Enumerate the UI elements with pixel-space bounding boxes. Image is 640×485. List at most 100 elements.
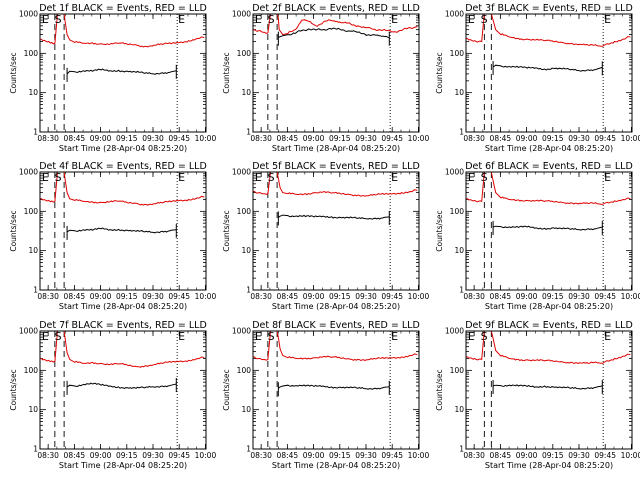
x-tick-label: 09:15: [542, 134, 564, 143]
x-tick-label: 08:30: [250, 451, 272, 460]
y-tick-label: 1: [33, 128, 38, 137]
y-tick-label: 1: [33, 445, 38, 454]
series-group: [253, 331, 418, 397]
panel-title: Det 1f BLACK = Events, RED = LLD: [39, 3, 207, 14]
x-tick-label: 09:30: [568, 134, 590, 143]
event-marker-label: E: [42, 330, 49, 343]
series-group: [466, 14, 631, 76]
lld-series-line: [253, 14, 418, 36]
x-tick-label: 10:00: [408, 134, 430, 143]
panel-title: Det 7f BLACK = Events, RED = LLD: [39, 320, 207, 331]
y-tick-label: 1000: [445, 168, 464, 177]
panel-frame: [252, 13, 420, 133]
panel-frame: [39, 171, 207, 291]
y-tick-label: 10: [28, 405, 38, 414]
y-tick-label: 1: [459, 128, 464, 137]
lld-series-line: [40, 331, 205, 368]
x-tick-label: 09:30: [568, 292, 590, 301]
y-tick-label: 10: [28, 88, 38, 97]
events-series-line: [278, 214, 390, 220]
x-tick-label: 08:30: [463, 451, 485, 460]
x-tick-label: 09:00: [90, 292, 112, 301]
y-tick-label: 1: [459, 286, 464, 295]
panel-frame: [465, 13, 633, 133]
x-tick-label: 09:45: [381, 451, 403, 460]
event-marker-label: S: [55, 330, 62, 343]
event-marker-label: E: [178, 171, 185, 184]
y-tick-label: 10: [241, 246, 251, 255]
lld-series-line: [40, 172, 205, 206]
event-marker-label: E: [178, 13, 185, 26]
x-tick-label: 09:30: [568, 451, 590, 460]
x-tick-label: 08:30: [37, 451, 59, 460]
lld-series-line: [253, 172, 418, 197]
series-group: [253, 14, 418, 46]
x-tick-label: 09:30: [142, 134, 164, 143]
series-group: [40, 331, 205, 395]
y-tick-label: 100: [24, 366, 39, 375]
event-marker-label: S: [268, 171, 275, 184]
event-marker-label: E: [42, 171, 49, 184]
panel-frame: [39, 330, 207, 450]
event-marker-label: E: [255, 330, 262, 343]
event-marker-label: E: [468, 13, 475, 26]
x-tick-label: 09:45: [168, 134, 190, 143]
x-tick-label: 08:45: [64, 134, 86, 143]
x-axis-label: Start Time (28-Apr-04 08:25:20): [59, 302, 187, 311]
event-marker-label: S: [55, 171, 62, 184]
x-tick-label: 09:00: [516, 134, 538, 143]
y-axis-label: Counts/sec: [9, 369, 18, 410]
x-tick-label: 09:45: [594, 451, 616, 460]
x-tick-label: 08:45: [277, 451, 299, 460]
x-tick-label: 09:00: [303, 134, 325, 143]
series-group: [466, 172, 631, 235]
y-tick-label: 1000: [445, 327, 464, 336]
x-tick-label: 08:30: [250, 134, 272, 143]
event-marker-label: E: [255, 13, 262, 26]
x-tick-label: 09:45: [168, 292, 190, 301]
x-tick-label: 09:00: [90, 134, 112, 143]
x-tick-label: 09:15: [329, 292, 351, 301]
x-tick-label: 08:45: [64, 451, 86, 460]
panel-frame: [39, 13, 207, 133]
y-tick-label: 100: [450, 366, 465, 375]
events-series-line: [66, 227, 177, 234]
y-axis-label: Counts/sec: [9, 52, 18, 93]
event-marker-label: E: [468, 330, 475, 343]
events-series-line: [492, 384, 603, 390]
x-tick-label: 09:15: [329, 134, 351, 143]
y-tick-label: 100: [450, 207, 465, 216]
y-tick-label: 1000: [445, 10, 464, 19]
events-series-line: [66, 68, 177, 75]
event-marker-label: E: [604, 330, 611, 343]
x-axis-label: Start Time (28-Apr-04 08:25:20): [59, 461, 187, 470]
y-tick-label: 1000: [19, 327, 38, 336]
panel-title: Det 2f BLACK = Events, RED = LLD: [252, 3, 420, 14]
events-series-line: [277, 27, 390, 39]
x-tick-label: 09:30: [355, 451, 377, 460]
x-tick-label: 09:15: [116, 451, 138, 460]
event-marker-label: S: [481, 13, 488, 26]
events-series-line: [492, 225, 603, 231]
y-tick-label: 1: [459, 445, 464, 454]
x-tick-label: 08:30: [37, 292, 59, 301]
y-tick-label: 10: [241, 405, 251, 414]
panel-title: Det 6f BLACK = Events, RED = LLD: [465, 161, 633, 172]
y-tick-label: 10: [454, 246, 464, 255]
series-group: [40, 172, 205, 240]
event-marker-label: E: [42, 13, 49, 26]
event-marker-label: S: [55, 13, 62, 26]
detector-panel: Det 7f BLACK = Events, RED = LLD 1 10 100 10…: [9, 320, 216, 470]
x-tick-label: 10:00: [408, 292, 430, 301]
x-axis-label: Start Time (28-Apr-04 08:25:20): [272, 461, 400, 470]
events-series-line: [492, 64, 603, 72]
event-marker-label: E: [391, 330, 398, 343]
lld-series-line: [253, 331, 418, 362]
y-axis-label: Counts/sec: [222, 52, 231, 93]
x-tick-label: 09:00: [303, 292, 325, 301]
y-tick-label: 1000: [232, 327, 251, 336]
lld-series-line: [466, 14, 631, 47]
y-tick-label: 1: [246, 445, 251, 454]
y-tick-label: 100: [237, 49, 252, 58]
